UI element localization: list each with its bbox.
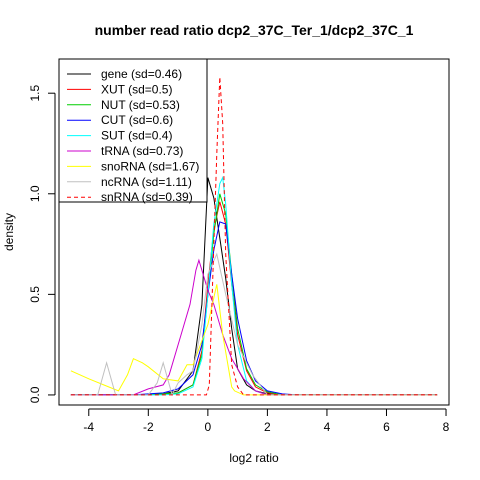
series-line-3 — [70, 221, 438, 396]
series-line-6 — [70, 284, 438, 396]
x-tick-label: 6 — [383, 420, 390, 434]
x-axis-label: log2 ratio — [229, 451, 279, 465]
series-line-5 — [70, 258, 438, 396]
legend-label: NUT (sd=0.53) — [101, 98, 180, 112]
y-tick-label: 1.0 — [28, 185, 42, 202]
series-line-8 — [70, 77, 438, 396]
series-line-7 — [70, 252, 438, 397]
x-tick-label: -4 — [83, 420, 94, 434]
plot-frame — [58, 58, 450, 406]
series-layer — [70, 77, 438, 397]
legend-label: gene (sd=0.46) — [101, 67, 182, 81]
y-tick-label: 0.5 — [28, 286, 42, 303]
legend-label: tRNA (sd=0.73) — [101, 144, 183, 158]
legend-label: XUT (sd=0.5) — [101, 82, 172, 96]
chart-title: number read ratio dcp2_37C_Ter_1/dcp2_37… — [95, 22, 414, 38]
x-tick-label: 2 — [264, 420, 271, 434]
x-tick-label: 4 — [324, 420, 331, 434]
legend-label: snoRNA (sd=1.67) — [101, 159, 199, 173]
legend-box — [58, 58, 208, 203]
legend-label: snRNA (sd=0.39) — [101, 190, 193, 204]
x-tick-label: -2 — [143, 420, 154, 434]
legend: gene (sd=0.46)XUT (sd=0.5) NUT (sd=0.53)C… — [58, 58, 208, 204]
x-tick-label: 0 — [205, 420, 212, 434]
y-axis: 0.0 0.5 1.0 1.5 — [28, 85, 56, 403]
legend-label: SUT (sd=0.4) — [101, 129, 172, 143]
y-tick-label: 0.0 — [28, 386, 42, 403]
legend-label: ncRNA (sd=1.11) — [101, 175, 192, 189]
y-axis-label: density — [2, 213, 16, 251]
x-axis: -4 -2 0 2 4 6 8 — [83, 408, 450, 434]
legend-label: CUT (sd=0.6) — [101, 113, 173, 127]
y-tick-label: 1.5 — [28, 85, 42, 102]
x-tick-label: 8 — [443, 420, 450, 434]
